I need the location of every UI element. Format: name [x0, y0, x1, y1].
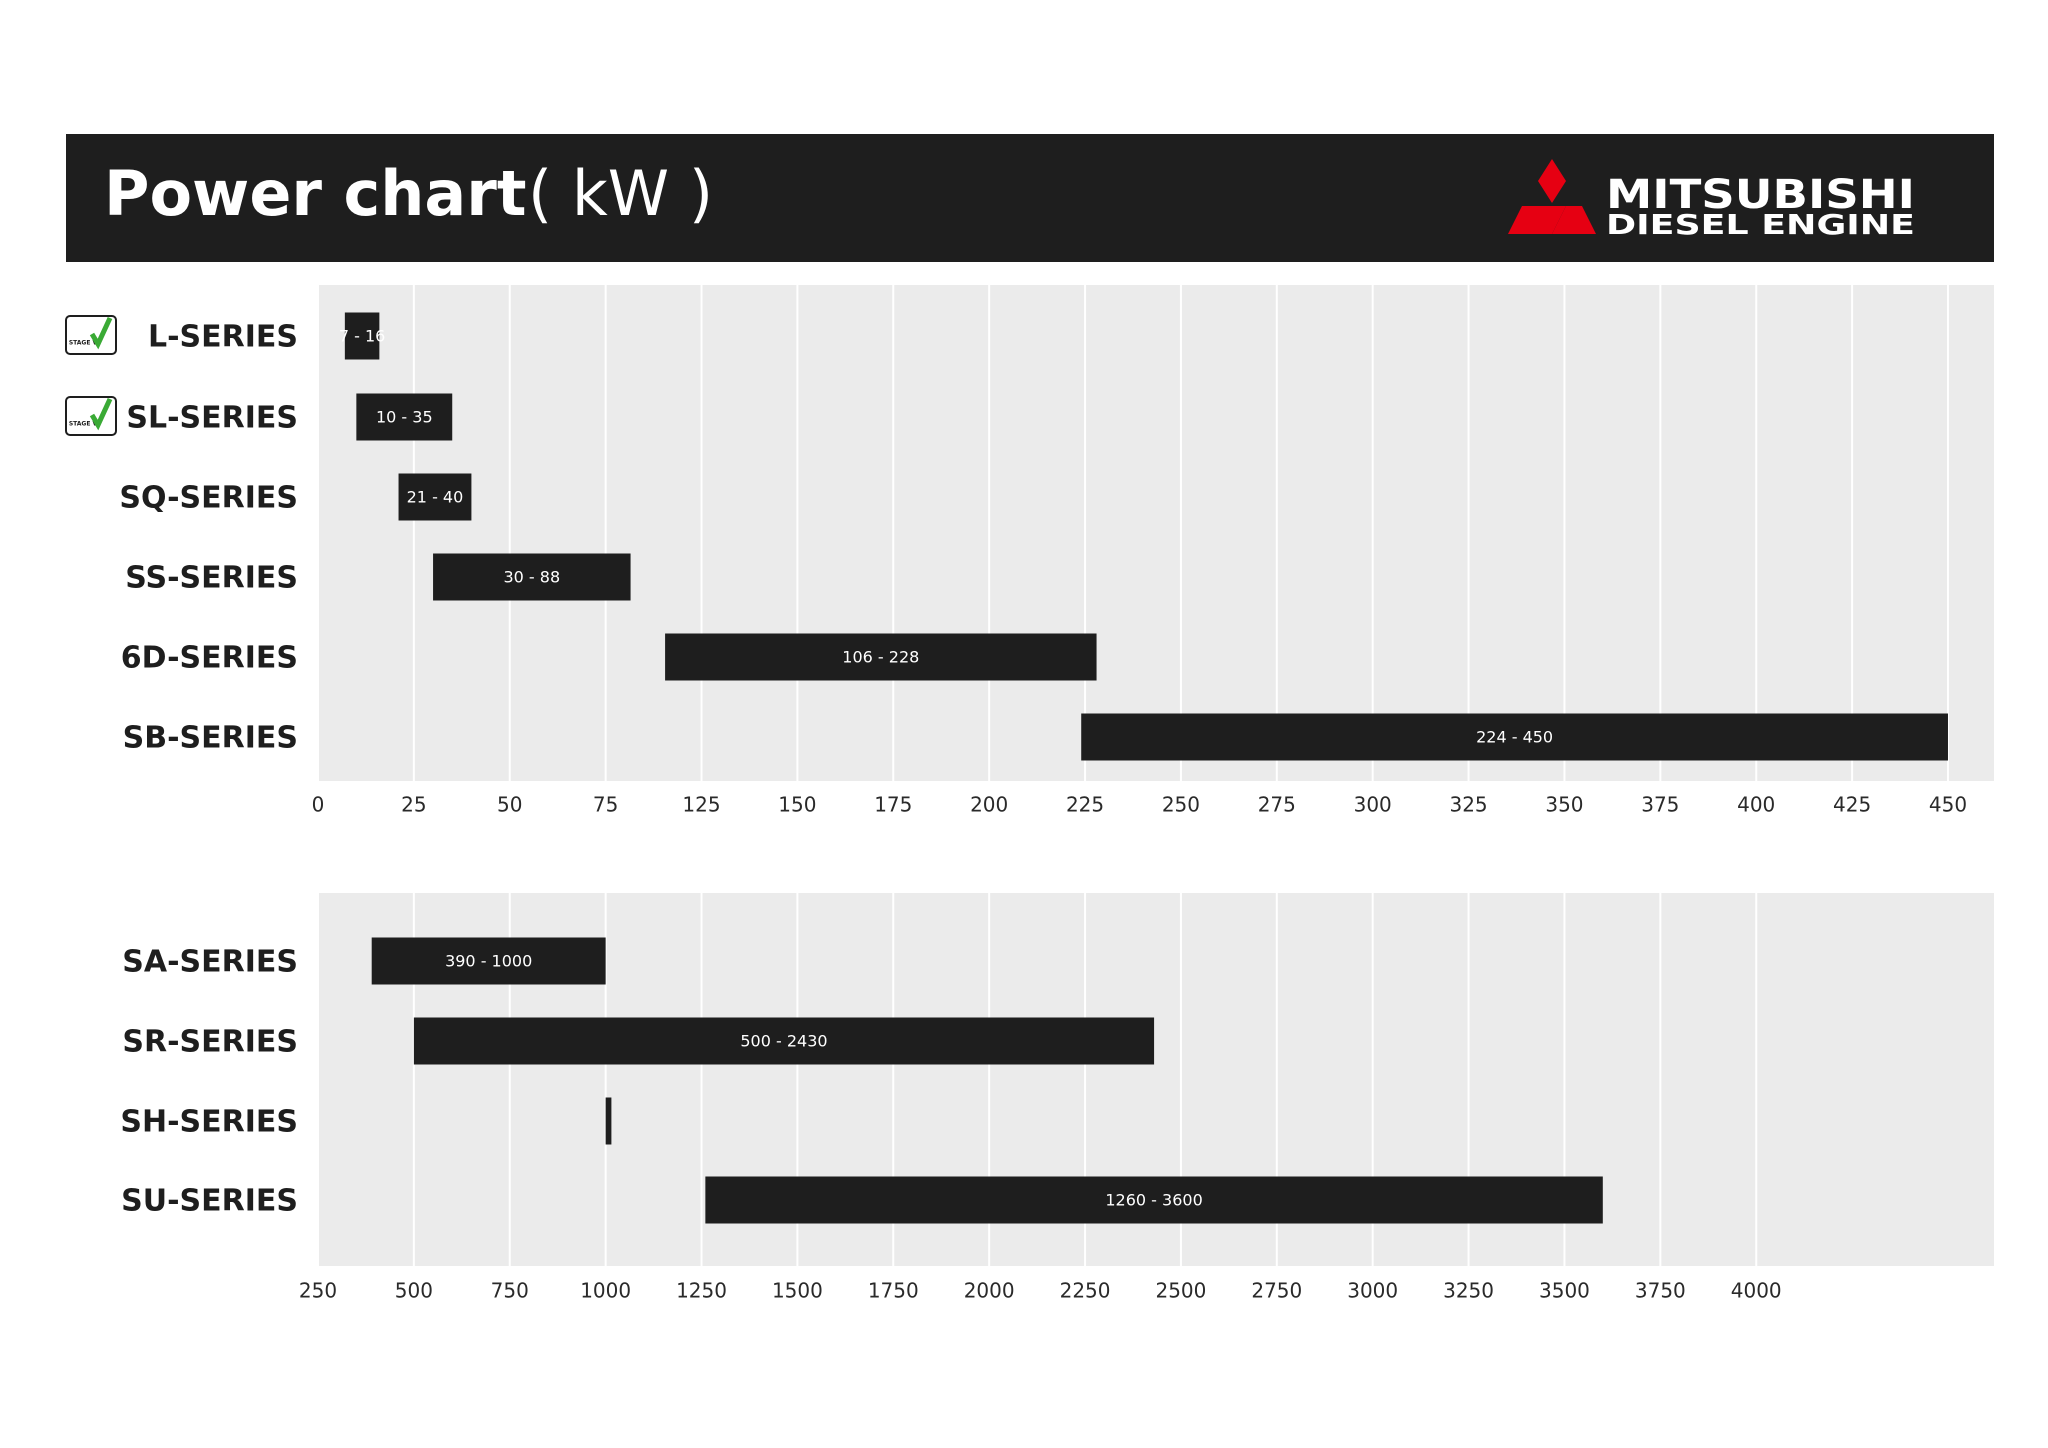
value-label: 1260 - 3600	[1105, 1191, 1202, 1210]
x-tick-label: 2500	[1155, 1279, 1206, 1303]
logo-mark	[1508, 159, 1596, 234]
badge-label: STAGE V	[69, 340, 98, 347]
x-tick-label: 125	[682, 793, 720, 817]
x-tick-label: 275	[1258, 793, 1296, 817]
x-tick-label: 250	[1162, 793, 1200, 817]
badge-label: STAGE V	[69, 421, 98, 428]
x-tick-label: 3250	[1443, 1279, 1494, 1303]
range-bar	[605, 1097, 612, 1145]
value-label: 30 - 88	[503, 568, 560, 587]
x-tick-label: 4000	[1731, 1279, 1782, 1303]
stage-badge: STAGE V	[65, 315, 117, 355]
range-bar	[665, 633, 1097, 681]
x-tick-label: 175	[874, 793, 912, 817]
range-bar	[398, 473, 472, 521]
badge-check	[89, 316, 113, 350]
x-tick-label: 225	[1066, 793, 1104, 817]
value-label: 106 - 228	[842, 648, 919, 667]
category-label: SH-SERIES	[120, 1105, 298, 1140]
x-tick-label: 50	[497, 793, 522, 817]
x-tick-label: 375	[1641, 793, 1679, 817]
x-tick-label: 1750	[868, 1279, 919, 1303]
x-tick-label: 425	[1833, 793, 1871, 817]
title: Power chart	[104, 157, 526, 230]
x-tick-label: 325	[1449, 793, 1487, 817]
range-bar	[705, 1176, 1603, 1224]
category-label: SA-SERIES	[122, 945, 298, 980]
x-tick-label: 0	[312, 793, 325, 817]
x-tick-label: 1000	[580, 1279, 631, 1303]
x-tick-label: 2250	[1060, 1279, 1111, 1303]
category-label: SS-SERIES	[125, 561, 298, 596]
range-bar	[344, 312, 380, 360]
x-tick-label: 200	[970, 793, 1008, 817]
category-label: SQ-SERIES	[119, 481, 298, 516]
x-tick-label: 2000	[964, 1279, 1015, 1303]
category-label: SL-SERIES	[126, 401, 298, 436]
x-tick-label: 750	[491, 1279, 529, 1303]
category-label: SR-SERIES	[122, 1025, 298, 1060]
range-bar	[433, 553, 631, 601]
logo-text: DIESEL ENGINE	[1606, 208, 1915, 241]
x-tick-label: 1500	[772, 1279, 823, 1303]
value-label: 21 - 40	[407, 488, 464, 507]
plot-area	[318, 285, 1994, 781]
badge-check	[89, 397, 113, 431]
x-tick-label: 350	[1545, 793, 1583, 817]
x-tick-label: 150	[778, 793, 816, 817]
x-tick-label: 250	[299, 1279, 337, 1303]
x-tick-label: 1250	[676, 1279, 727, 1303]
category-label: SB-SERIES	[123, 721, 298, 756]
x-tick-label: 500	[395, 1279, 433, 1303]
x-tick-label: 3500	[1539, 1279, 1590, 1303]
x-tick-label: 75	[593, 793, 618, 817]
x-tick-label: 2750	[1251, 1279, 1302, 1303]
range-bar	[413, 1017, 1155, 1065]
category-label: L-SERIES	[148, 320, 298, 355]
x-tick-label: 400	[1737, 793, 1775, 817]
value-label: 224 - 450	[1476, 728, 1553, 747]
unit: ( kW )	[528, 157, 713, 230]
x-tick-label: 3750	[1635, 1279, 1686, 1303]
x-tick-label: 300	[1354, 793, 1392, 817]
category-label: SU-SERIES	[121, 1184, 298, 1219]
logo-text: MITSUBISHI	[1606, 172, 1915, 218]
value-label: 500 - 2430	[740, 1032, 827, 1051]
range-bar	[1081, 713, 1948, 761]
x-tick-label: 450	[1929, 793, 1967, 817]
category-label: 6D-SERIES	[121, 641, 298, 676]
x-tick-label: 3000	[1347, 1279, 1398, 1303]
x-tick-label: 25	[401, 793, 426, 817]
range-bar	[356, 393, 453, 441]
value-label: 7 - 16	[339, 327, 385, 346]
value-label: 10 - 35	[376, 408, 433, 427]
stage-badge: STAGE V	[65, 396, 117, 436]
header-band	[66, 134, 1994, 262]
value-label: 390 - 1000	[445, 952, 532, 971]
range-bar	[371, 937, 606, 985]
